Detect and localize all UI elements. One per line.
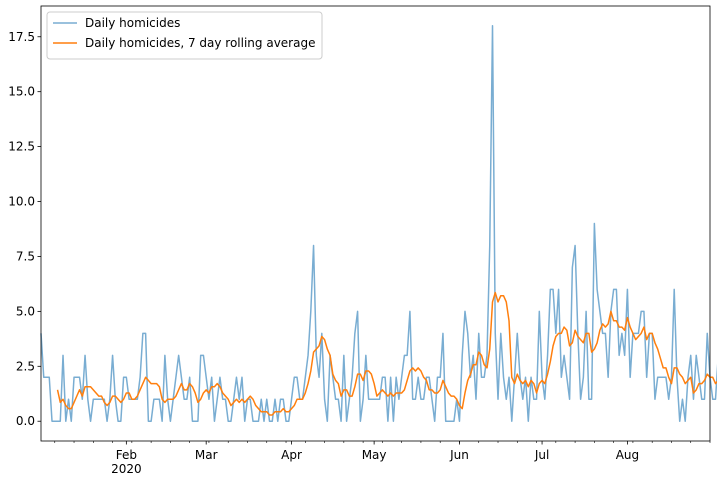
x-tick-label: Jun — [449, 448, 469, 462]
y-tick-label: 17.5 — [8, 30, 35, 44]
x-tick-label: Mar — [195, 448, 218, 462]
y-tick-label: 5.0 — [16, 304, 35, 318]
axes-frame — [40, 5, 711, 442]
x-tick-label: Jul — [534, 448, 549, 462]
y-tick-label: 7.5 — [16, 249, 35, 263]
legend: Daily homicides Daily homicides, 7 day r… — [46, 11, 323, 60]
x-tick-label: Apr — [281, 448, 302, 462]
x-tick-label: May — [362, 448, 387, 462]
x-tick-label: Aug — [616, 448, 639, 462]
x-tick-label: Feb — [116, 448, 137, 462]
y-tick-label: 15.0 — [8, 85, 35, 99]
legend-label-daily: Daily homicides — [85, 16, 180, 30]
legend-label-rolling: Daily homicides, 7 day rolling average — [85, 36, 315, 50]
x-tick-sublabel: 2020 — [111, 462, 142, 476]
y-tick-label: 10.0 — [8, 195, 35, 209]
y-axis: 0.0 2.5 5.0 7.5 10.0 12.5 15.0 17.5 — [8, 30, 41, 428]
legend-box — [46, 11, 323, 60]
y-tick-label: 12.5 — [8, 140, 35, 154]
series-line-rolling-average — [56, 291, 717, 416]
series-layer — [40, 25, 717, 422]
y-tick-label: 0.0 — [16, 414, 35, 428]
y-tick-label: 2.5 — [16, 359, 35, 373]
